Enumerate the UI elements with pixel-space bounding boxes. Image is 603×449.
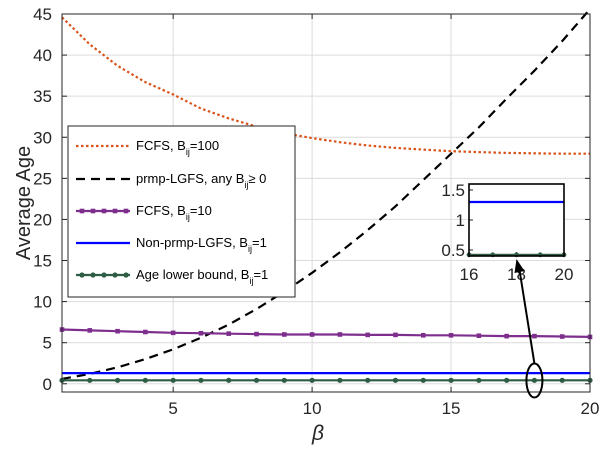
data-point-fcfs10	[170, 330, 176, 336]
data-point-fcfs10	[420, 333, 426, 338]
legend-marker-fcfs10	[112, 208, 118, 214]
data-point-lowerbound	[365, 377, 371, 383]
data-point-lowerbound	[114, 377, 121, 383]
series-line-fcfs100	[61, 16, 590, 155]
data-point-fcfs10	[226, 331, 232, 336]
data-point-lowerbound	[448, 377, 454, 383]
plot-frame	[61, 13, 591, 393]
inset-y-tick-label: 1.5	[441, 181, 465, 200]
data-point-lowerbound	[420, 377, 426, 383]
y-tick-label: 0	[43, 375, 52, 394]
data-point-lowerbound	[87, 377, 93, 383]
legend-marker-fcfs10	[123, 208, 129, 214]
legend-marker-lowerbound	[123, 272, 129, 278]
legend-entry-lowerbound: Age lower bound, Bij=1	[76, 267, 268, 286]
legend-label-fcfs10: FCFS, Bij=10	[136, 203, 212, 222]
legend-marker-fcfs10	[90, 208, 96, 214]
legend-entry-fcfs100: FCFS, Bij=100	[76, 138, 219, 157]
data-point-fcfs10	[198, 330, 204, 336]
data-point-fcfs10	[393, 332, 398, 338]
data-point-lowerbound	[226, 377, 232, 383]
data-point-lowerbound	[531, 377, 538, 383]
data-point-lowerbound	[198, 377, 204, 383]
data-point-fcfs10	[254, 331, 259, 337]
series-layer	[59, 8, 593, 383]
data-point-fcfs10	[143, 329, 148, 335]
y-tick-label: 45	[33, 5, 52, 24]
x-tick-label: 5	[168, 399, 177, 418]
data-point-fcfs10	[504, 333, 509, 339]
data-point-fcfs10	[87, 328, 93, 333]
data-point-lowerbound	[170, 377, 176, 383]
data-point-fcfs10	[282, 332, 287, 337]
zoom-arrow-head	[514, 259, 525, 273]
data-point-fcfs10	[309, 332, 315, 337]
inset-zoom: 0.511.516 18 20	[441, 181, 573, 284]
y-tick-label: 10	[33, 293, 52, 312]
legend-entry-fcfs10: FCFS, Bij=10	[76, 203, 212, 222]
x-tick-label: 20	[581, 399, 600, 418]
data-point-lowerbound	[337, 377, 343, 383]
legend-marker-lowerbound	[90, 272, 96, 278]
data-point-fcfs10	[532, 333, 537, 339]
inset-y-tick-label: 1	[456, 211, 465, 230]
x-axis-label: β	[311, 422, 324, 445]
series-prmp	[61, 8, 591, 380]
y-tick-label: 20	[33, 210, 52, 229]
tick-labels: 5 10 15 20 0 5 10 15 20 25 30 35 40 45	[33, 5, 599, 418]
legend: FCFS, Bij=100 prmp-LGFS, any Bij≥ 0 FCFS, …	[67, 125, 296, 298]
inset-background	[469, 184, 564, 256]
legend-label-lowerbound: Age lower bound, Bij=1	[136, 267, 268, 286]
legend-marker-lowerbound	[79, 272, 85, 278]
inset-x-tick-label: 16	[460, 265, 479, 284]
data-point-lowerbound	[142, 377, 148, 383]
inset-y-tick-label: 0.5	[441, 241, 465, 260]
y-axis-label: Average Age	[13, 146, 35, 260]
zoom-callout	[514, 259, 544, 399]
data-point-fcfs10	[448, 333, 454, 338]
y-tick-label: 30	[33, 128, 52, 147]
data-point-lowerbound	[476, 377, 482, 383]
tick-marks	[62, 13, 591, 392]
legend-entry-nonprmp: Non-prmp-LGFS, Bij=1	[76, 235, 267, 254]
legend-label-prmp: prmp-LGFS, any Bij≥ 0	[136, 171, 266, 190]
data-point-lowerbound	[281, 377, 287, 383]
legend-marker-fcfs10	[101, 208, 107, 214]
data-point-lowerbound	[392, 377, 399, 383]
series-line-fcfs10	[61, 328, 591, 338]
data-point-fcfs10	[559, 334, 565, 339]
legend-marker-fcfs10	[79, 208, 85, 214]
y-tick-label: 5	[43, 334, 52, 353]
data-point-fcfs10	[365, 332, 370, 338]
x-tick-label: 15	[442, 399, 461, 418]
data-point-fcfs10	[115, 328, 120, 334]
series-line-prmp	[61, 8, 591, 380]
inset-frame	[468, 183, 565, 257]
data-point-lowerbound	[559, 377, 565, 383]
x-tick-label: 10	[303, 399, 322, 418]
legend-label-nonprmp: Non-prmp-LGFS, Bij=1	[136, 235, 267, 254]
y-tick-label: 35	[33, 87, 52, 106]
legend-marker-lowerbound	[101, 272, 107, 278]
legend-marker-lowerbound	[112, 272, 118, 278]
data-point-lowerbound	[253, 377, 260, 383]
data-point-fcfs10	[476, 333, 482, 339]
data-point-lowerbound	[504, 377, 510, 383]
y-tick-label: 40	[33, 46, 52, 65]
zoom-arrow-shaft	[518, 269, 536, 364]
legend-label-fcfs100: FCFS, Bij=100	[136, 138, 219, 157]
legend-entry-prmp: prmp-LGFS, any Bij≥ 0	[76, 171, 266, 190]
y-tick-label: 25	[33, 169, 52, 188]
data-point-lowerbound	[309, 377, 315, 383]
y-tick-label: 15	[33, 252, 52, 271]
series-fcfs100	[61, 16, 590, 155]
inset-x-tick-label: 20	[555, 265, 574, 284]
data-point-fcfs10	[337, 332, 343, 337]
